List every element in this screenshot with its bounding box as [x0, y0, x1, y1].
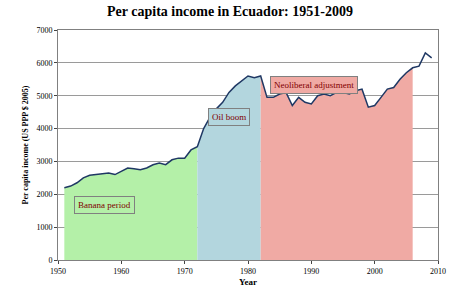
svg-text:Oil boom: Oil boom — [212, 112, 246, 122]
svg-text:1000: 1000 — [36, 223, 52, 232]
svg-text:1970: 1970 — [177, 267, 193, 276]
svg-text:7000: 7000 — [36, 26, 52, 35]
svg-text:4000: 4000 — [36, 124, 52, 133]
svg-text:1960: 1960 — [113, 267, 129, 276]
svg-text:6000: 6000 — [36, 59, 52, 68]
svg-text:2000: 2000 — [367, 267, 383, 276]
svg-text:1980: 1980 — [240, 267, 256, 276]
svg-text:2000: 2000 — [36, 190, 52, 199]
svg-text:Per capita income (US PPP $ 20: Per capita income (US PPP $ 2005) — [21, 85, 30, 204]
svg-text:2010: 2010 — [430, 267, 446, 276]
svg-text:1990: 1990 — [303, 267, 319, 276]
svg-text:Banana period: Banana period — [78, 200, 131, 210]
svg-text:Year: Year — [239, 277, 257, 287]
svg-text:5000: 5000 — [36, 92, 52, 101]
svg-text:1950: 1950 — [50, 267, 66, 276]
svg-text:Neoliberal adjustment: Neoliberal adjustment — [274, 80, 354, 90]
svg-text:Per capita income in Ecuador:: Per capita income in Ecuador: 1951-2009 — [107, 4, 353, 19]
svg-text:0: 0 — [48, 256, 52, 265]
svg-text:3000: 3000 — [36, 157, 52, 166]
